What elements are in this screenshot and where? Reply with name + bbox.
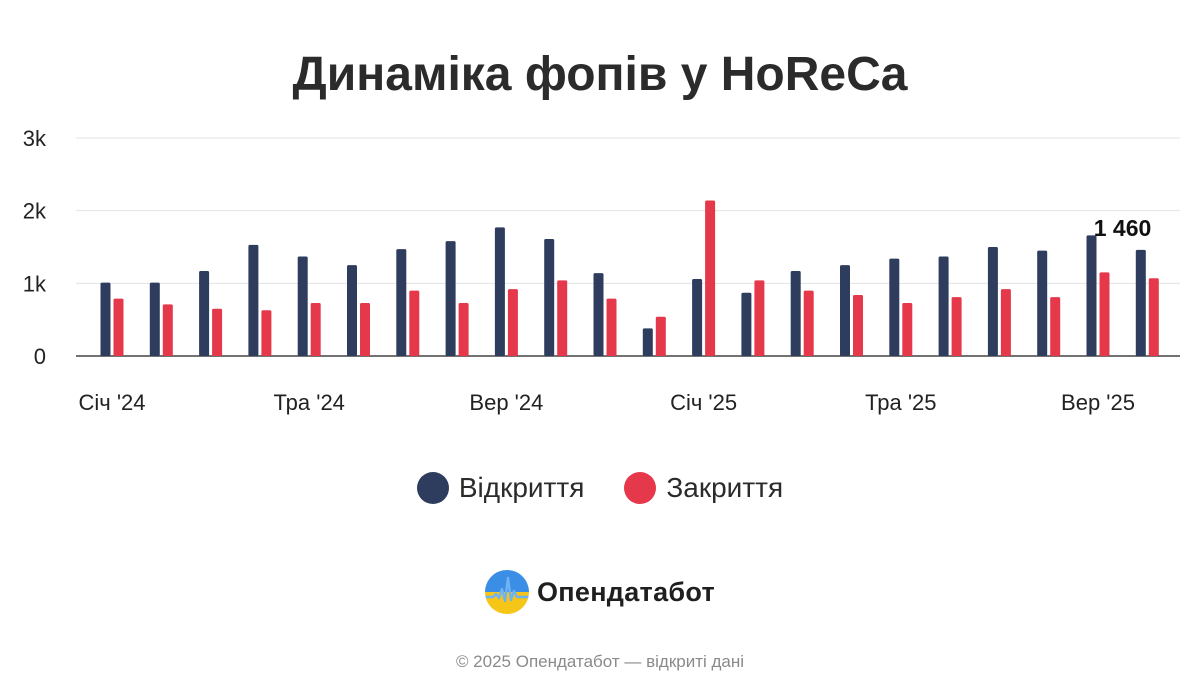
bar-closings-1[interactable] [162, 304, 173, 356]
legend-item-closings[interactable]: Закриття [624, 472, 783, 504]
bar-closings-10[interactable] [606, 298, 617, 356]
bar-closings-6[interactable] [409, 290, 420, 356]
legend-label-closings: Закриття [666, 472, 784, 503]
bar-closings-9[interactable] [557, 280, 568, 356]
bar-chart: 0 1k 2k 3k Січ '24 Тра '24 Вер '24 Січ '25 Тра … [23, 126, 1180, 415]
opendatabot-logo-icon [484, 570, 529, 614]
bar-openings-0[interactable] [100, 282, 111, 356]
grid-lines [76, 137, 1180, 357]
x-axis-ticks: Січ '24 Тра '24 Вер '24 Січ '25 Тра '25 Вер '… [78, 390, 1134, 415]
bar-closings-14[interactable] [803, 290, 814, 356]
brand-name: Опендатабот [536, 576, 716, 607]
bar-openings-10[interactable] [593, 273, 604, 356]
bar-closings-4[interactable] [310, 302, 321, 356]
bar-openings-18[interactable] [987, 247, 998, 356]
bar-openings-8[interactable] [494, 227, 505, 356]
bar-openings-4[interactable] [297, 256, 308, 356]
bar-openings-1[interactable] [149, 282, 160, 356]
x-tick-label: Вер '25 [1061, 390, 1135, 415]
bar-closings-11[interactable] [655, 316, 666, 356]
bars [100, 200, 1159, 356]
bar-closings-7[interactable] [458, 302, 469, 356]
legend-dot-openings [416, 472, 449, 504]
bar-closings-12[interactable] [705, 200, 716, 356]
bar-openings-21[interactable] [1135, 249, 1146, 356]
legend-label-openings: Відкриття [458, 472, 585, 503]
bar-closings-17[interactable] [951, 297, 962, 356]
bar-openings-7[interactable] [445, 241, 456, 356]
bar-openings-15[interactable] [840, 265, 850, 356]
x-tick-label: Січ '25 [670, 390, 737, 415]
y-axis-ticks: 0 1k 2k 3k [23, 126, 47, 369]
legend-item-openings[interactable]: Відкриття [416, 472, 585, 504]
footer-copyright: © 2025 Опендатабот — відкриті дані [455, 652, 745, 671]
chart-title: Динаміка фопів у HoReCa [292, 48, 908, 101]
bar-closings-21[interactable] [1148, 278, 1159, 356]
x-tick-label: Вер '24 [469, 390, 543, 415]
bar-openings-3[interactable] [248, 244, 259, 356]
bar-closings-2[interactable] [212, 308, 223, 356]
bar-openings-5[interactable] [347, 265, 357, 356]
bar-openings-2[interactable] [199, 270, 210, 356]
bar-openings-17[interactable] [938, 256, 949, 356]
bar-closings-18[interactable] [1000, 289, 1011, 356]
bar-closings-8[interactable] [507, 289, 518, 356]
bar-closings-19[interactable] [1050, 297, 1061, 356]
bar-openings-14[interactable] [790, 270, 801, 356]
y-tick-label: 0 [34, 344, 46, 369]
bar-closings-20[interactable] [1099, 272, 1110, 356]
bar-openings-13[interactable] [741, 292, 752, 356]
bar-openings-12[interactable] [692, 278, 703, 356]
data-label: 1 460 [1094, 215, 1152, 241]
bar-closings-13[interactable] [754, 280, 765, 356]
bar-closings-16[interactable] [902, 302, 913, 356]
x-tick-label: Січ '24 [78, 390, 145, 415]
x-tick-label: Тра '25 [865, 390, 936, 415]
x-tick-label: Тра '24 [273, 390, 344, 415]
brand: Опендатабот [0, 570, 1200, 614]
bar-closings-5[interactable] [360, 302, 370, 356]
bar-openings-9[interactable] [544, 239, 555, 356]
bar-closings-0[interactable] [113, 298, 124, 356]
data-labels: 1 460 [1094, 215, 1152, 241]
bar-openings-16[interactable] [889, 258, 900, 356]
y-tick-label: 1k [23, 271, 47, 296]
y-tick-label: 3k [23, 126, 47, 151]
bar-openings-20[interactable] [1086, 235, 1097, 356]
bar-closings-3[interactable] [261, 310, 272, 356]
y-tick-label: 2k [23, 199, 47, 224]
legend-dot-closings [624, 472, 657, 504]
bar-openings-11[interactable] [642, 328, 653, 356]
bar-openings-6[interactable] [396, 249, 407, 356]
bar-closings-15[interactable] [853, 294, 863, 356]
legend: Відкриття Закриття [0, 472, 1200, 504]
bar-openings-19[interactable] [1037, 250, 1048, 356]
